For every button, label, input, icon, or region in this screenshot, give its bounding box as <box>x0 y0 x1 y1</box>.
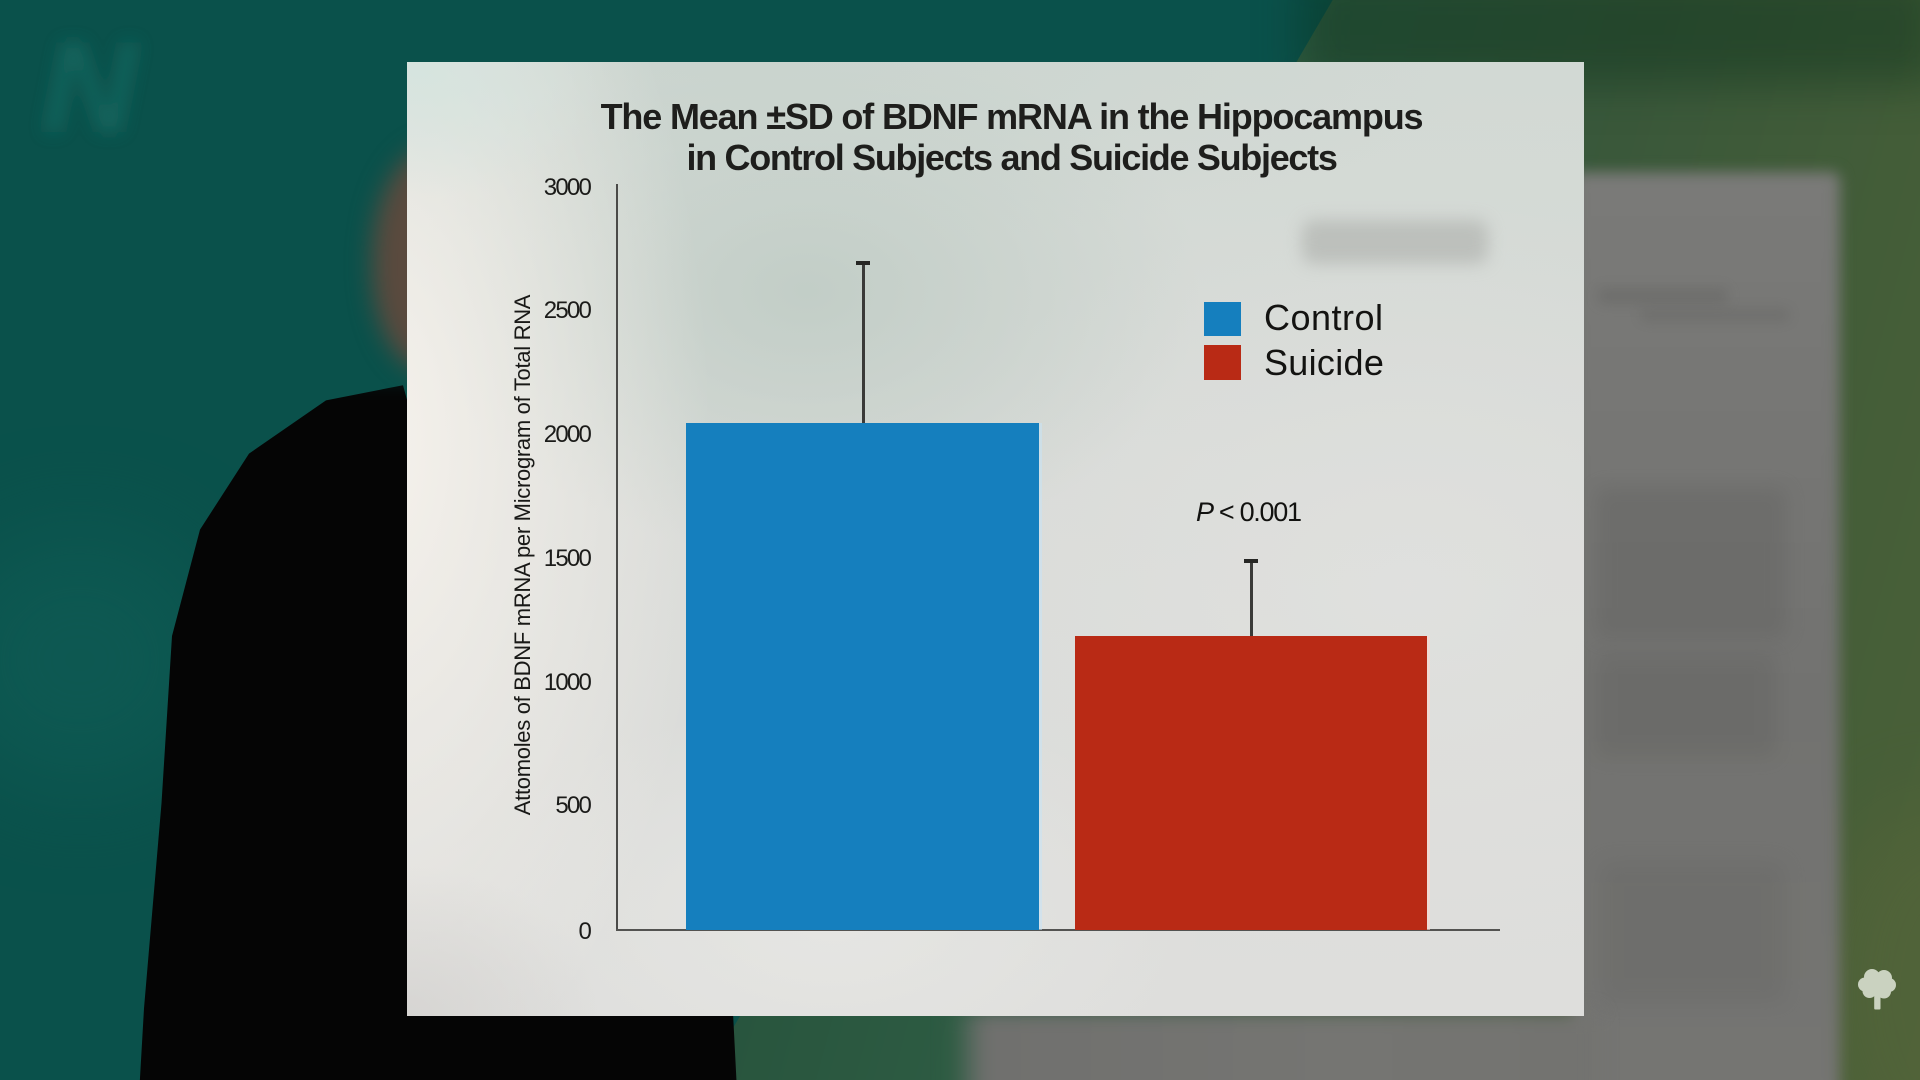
svg-text:N: N <box>42 14 139 160</box>
